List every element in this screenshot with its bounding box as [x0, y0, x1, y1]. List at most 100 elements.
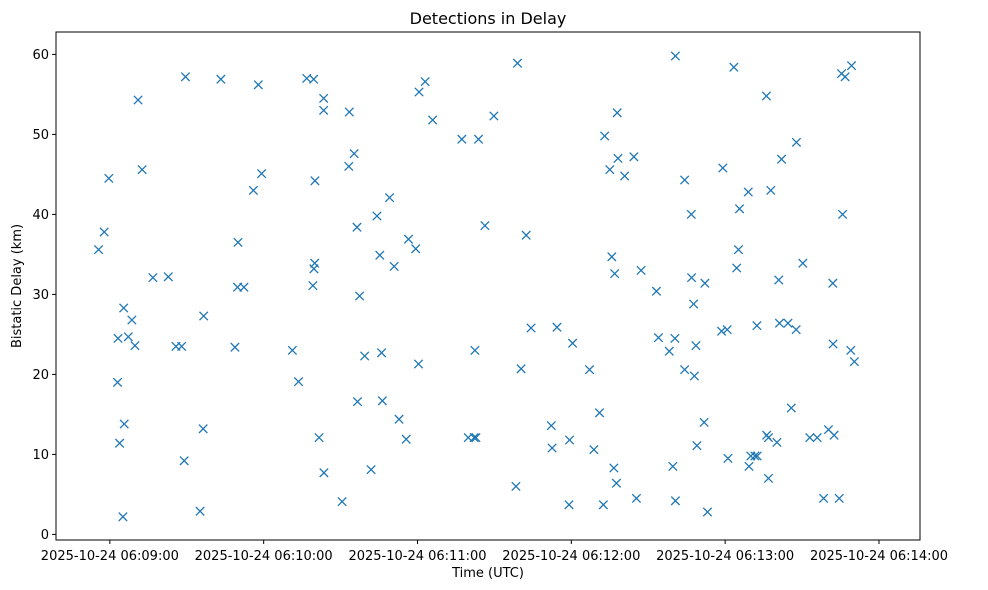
data-point	[631, 493, 642, 504]
data-point	[763, 432, 774, 443]
data-point	[670, 496, 681, 506]
data-point	[480, 220, 490, 231]
data-point	[567, 338, 578, 348]
data-point	[375, 250, 385, 260]
x-axis-label: Time (UTC)	[451, 566, 524, 581]
x-tick-label: 2025-10-24 06:14:00	[810, 549, 948, 564]
data-point	[686, 272, 697, 283]
data-point	[314, 432, 324, 443]
data-point	[752, 320, 762, 331]
data-point	[651, 286, 662, 296]
y-tick-label: 20	[32, 368, 49, 383]
data-point	[198, 424, 208, 434]
data-point	[837, 209, 848, 220]
data-point	[605, 164, 615, 175]
y-tick-label: 0	[41, 528, 49, 543]
y-tick-label: 60	[32, 48, 49, 63]
x-axis-ticks: 2025-10-24 06:09:00 2025-10-24 06:10:00 20…	[41, 540, 948, 564]
data-point	[670, 333, 680, 344]
data-point	[547, 443, 557, 453]
data-point	[489, 111, 499, 121]
y-axis-ticks: 0 10 20 30 40 50 60	[32, 48, 56, 543]
data-point	[337, 496, 347, 507]
y-axis-label: Bistatic Delay (km)	[10, 224, 25, 348]
data-point	[722, 324, 732, 335]
data-point	[293, 376, 304, 387]
y-tick-label: 30	[32, 288, 49, 303]
data-point	[319, 93, 329, 104]
data-point	[734, 204, 745, 214]
data-point	[546, 420, 556, 431]
data-point	[199, 311, 209, 321]
x-tick-label: 2025-10-24 06:13:00	[656, 549, 794, 564]
data-point	[516, 364, 526, 374]
data-markers	[93, 51, 860, 522]
data-point	[511, 481, 521, 492]
data-point	[702, 507, 713, 517]
data-point	[127, 315, 137, 325]
data-point	[612, 108, 622, 118]
x-tick-label: 2025-10-24 06:12:00	[502, 549, 640, 564]
data-point	[692, 440, 702, 451]
data-point	[420, 76, 430, 87]
data-point	[828, 278, 838, 288]
y-tick-label: 40	[32, 208, 49, 223]
data-point	[471, 432, 481, 443]
data-point	[609, 268, 620, 279]
data-point	[607, 252, 617, 262]
data-point	[195, 506, 205, 516]
data-point	[611, 478, 622, 488]
data-point	[179, 456, 189, 466]
data-point	[248, 185, 259, 196]
data-point	[309, 74, 319, 84]
data-point	[828, 339, 838, 349]
data-point	[310, 176, 320, 186]
data-point	[653, 332, 664, 343]
data-point	[119, 303, 129, 313]
data-point	[372, 211, 382, 221]
data-point	[310, 258, 320, 268]
data-point	[123, 332, 133, 342]
data-point	[352, 222, 362, 232]
data-point	[256, 168, 267, 179]
data-point	[564, 435, 575, 445]
data-point	[619, 171, 630, 181]
x-tick-label: 2025-10-24 06:09:00	[41, 549, 179, 564]
data-point	[233, 237, 243, 248]
data-point	[403, 234, 414, 244]
data-point	[776, 154, 787, 164]
data-point	[791, 324, 801, 335]
data-point	[744, 461, 754, 472]
data-point	[253, 80, 263, 90]
y-tick-label: 10	[32, 448, 49, 463]
plot-area	[55, 31, 921, 541]
data-point	[360, 351, 370, 361]
data-point	[733, 244, 744, 255]
data-point	[686, 209, 696, 220]
data-point	[377, 396, 388, 406]
data-point	[118, 512, 128, 522]
data-point	[114, 438, 125, 448]
data-point	[609, 463, 619, 473]
data-point	[664, 346, 674, 356]
data-point	[812, 432, 822, 443]
data-point	[774, 318, 785, 328]
data-point	[552, 322, 562, 332]
data-point	[473, 134, 484, 144]
data-point	[766, 185, 776, 196]
data-point	[834, 493, 844, 504]
data-point	[729, 62, 739, 72]
data-point	[783, 318, 793, 328]
data-point	[691, 340, 701, 351]
data-point	[427, 115, 438, 125]
data-point	[93, 244, 104, 255]
data-point	[774, 275, 784, 285]
data-point	[319, 105, 329, 116]
data-point	[805, 432, 815, 443]
data-point	[308, 280, 318, 291]
data-point	[130, 340, 140, 351]
chart-title: Detections in Delay	[410, 9, 567, 28]
data-point	[589, 444, 599, 455]
data-point	[354, 291, 365, 301]
